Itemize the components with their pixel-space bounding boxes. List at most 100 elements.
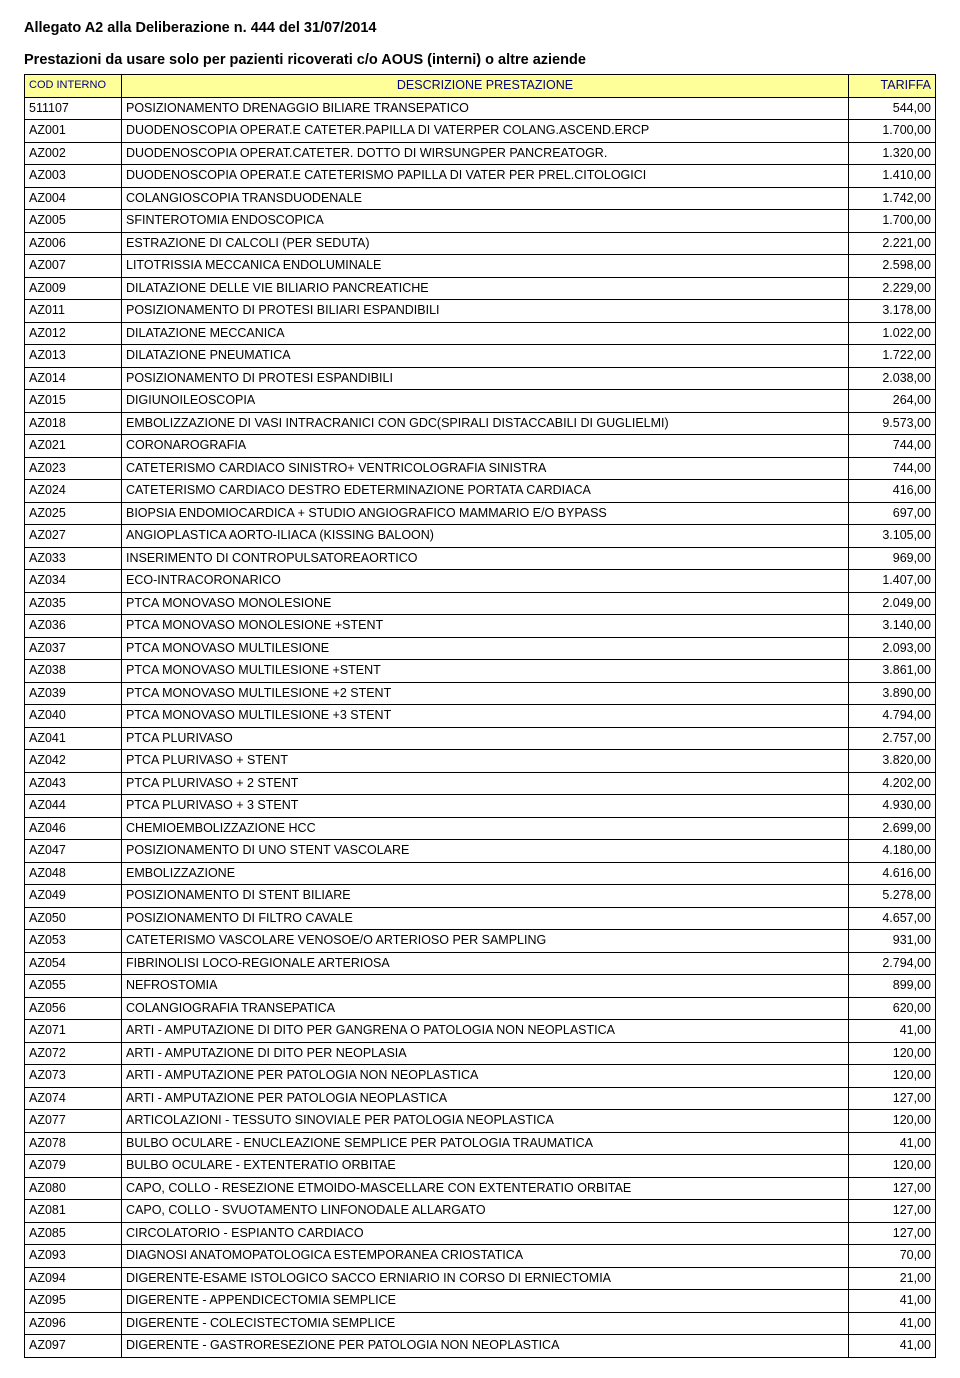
table-row: AZ049POSIZIONAMENTO DI STENT BILIARE5.27…	[25, 885, 936, 908]
cell-desc: PTCA MONOVASO MULTILESIONE +3 STENT	[122, 705, 849, 728]
cell-desc: PTCA MONOVASO MULTILESIONE +2 STENT	[122, 682, 849, 705]
table-row: AZ074ARTI - AMPUTAZIONE PER PATOLOGIA NE…	[25, 1087, 936, 1110]
table-row: AZ011POSIZIONAMENTO DI PROTESI BILIARI E…	[25, 300, 936, 323]
cell-desc: DUODENOSCOPIA OPERAT.E CATETER.PAPILLA D…	[122, 120, 849, 143]
table-row: AZ036PTCA MONOVASO MONOLESIONE +STENT3.1…	[25, 615, 936, 638]
cell-desc: DUODENOSCOPIA OPERAT.E CATETERISMO PAPIL…	[122, 165, 849, 188]
table-row: AZ050POSIZIONAMENTO DI FILTRO CAVALE4.65…	[25, 907, 936, 930]
cell-tariffa: 41,00	[849, 1290, 936, 1313]
cell-cod: AZ009	[25, 277, 122, 300]
cell-desc: POSIZIONAMENTO DI STENT BILIARE	[122, 885, 849, 908]
cell-cod: AZ049	[25, 885, 122, 908]
cell-tariffa: 41,00	[849, 1132, 936, 1155]
cell-tariffa: 127,00	[849, 1087, 936, 1110]
cell-desc: LITOTRISSIA MECCANICA ENDOLUMINALE	[122, 255, 849, 278]
cell-tariffa: 2.049,00	[849, 592, 936, 615]
cell-cod: AZ054	[25, 952, 122, 975]
cell-tariffa: 127,00	[849, 1222, 936, 1245]
cell-cod: AZ044	[25, 795, 122, 818]
cell-desc: ARTI - AMPUTAZIONE DI DITO PER GANGRENA …	[122, 1020, 849, 1043]
cell-desc: POSIZIONAMENTO DI PROTESI ESPANDIBILI	[122, 367, 849, 390]
table-row: AZ018EMBOLIZZAZIONE DI VASI INTRACRANICI…	[25, 412, 936, 435]
cell-cod: AZ002	[25, 142, 122, 165]
cell-cod: AZ096	[25, 1312, 122, 1335]
cell-cod: AZ077	[25, 1110, 122, 1133]
cell-tariffa: 2.038,00	[849, 367, 936, 390]
table-row: AZ046CHEMIOEMBOLIZZAZIONE HCC2.699,00	[25, 817, 936, 840]
cell-cod: AZ004	[25, 187, 122, 210]
cell-desc: ARTI - AMPUTAZIONE PER PATOLOGIA NON NEO…	[122, 1065, 849, 1088]
cell-tariffa: 1.700,00	[849, 120, 936, 143]
table-row: AZ027ANGIOPLASTICA AORTO-ILIACA (KISSING…	[25, 525, 936, 548]
cell-cod: AZ081	[25, 1200, 122, 1223]
table-row: AZ096DIGERENTE - COLECISTECTOMIA SEMPLIC…	[25, 1312, 936, 1335]
cell-desc: DILATAZIONE PNEUMATICA	[122, 345, 849, 368]
cell-desc: COLANGIOSCOPIA TRANSDUODENALE	[122, 187, 849, 210]
cell-cod: AZ094	[25, 1267, 122, 1290]
cell-cod: AZ035	[25, 592, 122, 615]
cell-cod: AZ048	[25, 862, 122, 885]
table-row: AZ033INSERIMENTO DI CONTROPULSATOREAORTI…	[25, 547, 936, 570]
cell-desc: ARTI - AMPUTAZIONE DI DITO PER NEOPLASIA	[122, 1042, 849, 1065]
cell-desc: PTCA PLURIVASO	[122, 727, 849, 750]
table-row: AZ054FIBRINOLISI LOCO-REGIONALE ARTERIOS…	[25, 952, 936, 975]
table-row: AZ043PTCA PLURIVASO + 2 STENT4.202,00	[25, 772, 936, 795]
cell-tariffa: 2.229,00	[849, 277, 936, 300]
cell-tariffa: 127,00	[849, 1177, 936, 1200]
cell-desc: POSIZIONAMENTO DI UNO STENT VASCOLARE	[122, 840, 849, 863]
table-row: AZ085CIRCOLATORIO - ESPIANTO CARDIACO127…	[25, 1222, 936, 1245]
table-row: AZ093DIAGNOSI ANATOMOPATOLOGICA ESTEMPOR…	[25, 1245, 936, 1268]
table-row: AZ035PTCA MONOVASO MONOLESIONE2.049,00	[25, 592, 936, 615]
cell-desc: PTCA MONOVASO MULTILESIONE +STENT	[122, 660, 849, 683]
table-row: AZ038PTCA MONOVASO MULTILESIONE +STENT3.…	[25, 660, 936, 683]
cell-tariffa: 3.140,00	[849, 615, 936, 638]
table-row: AZ042PTCA PLURIVASO + STENT3.820,00	[25, 750, 936, 773]
cell-tariffa: 416,00	[849, 480, 936, 503]
cell-cod: AZ041	[25, 727, 122, 750]
table-row: AZ056COLANGIOGRAFIA TRANSEPATICA620,00	[25, 997, 936, 1020]
cell-tariffa: 697,00	[849, 502, 936, 525]
cell-desc: NEFROSTOMIA	[122, 975, 849, 998]
cell-desc: CATETERISMO VASCOLARE VENOSOE/O ARTERIOS…	[122, 930, 849, 953]
cell-desc: CAPO, COLLO - SVUOTAMENTO LINFONODALE AL…	[122, 1200, 849, 1223]
cell-cod: AZ072	[25, 1042, 122, 1065]
cell-cod: AZ040	[25, 705, 122, 728]
table-row: AZ077ARTICOLAZIONI - TESSUTO SINOVIALE P…	[25, 1110, 936, 1133]
table-row: AZ081CAPO, COLLO - SVUOTAMENTO LINFONODA…	[25, 1200, 936, 1223]
cell-desc: DILATAZIONE DELLE VIE BILIARIO PANCREATI…	[122, 277, 849, 300]
cell-cod: AZ093	[25, 1245, 122, 1268]
cell-tariffa: 899,00	[849, 975, 936, 998]
table-row: AZ094DIGERENTE-ESAME ISTOLOGICO SACCO ER…	[25, 1267, 936, 1290]
table-row: AZ003DUODENOSCOPIA OPERAT.E CATETERISMO …	[25, 165, 936, 188]
cell-desc: DIGIUNOILEOSCOPIA	[122, 390, 849, 413]
cell-desc: POSIZIONAMENTO DI PROTESI BILIARI ESPAND…	[122, 300, 849, 323]
cell-tariffa: 3.861,00	[849, 660, 936, 683]
cell-tariffa: 1.320,00	[849, 142, 936, 165]
cell-tariffa: 4.930,00	[849, 795, 936, 818]
cell-tariffa: 4.657,00	[849, 907, 936, 930]
cell-desc: DIGERENTE - GASTRORESEZIONE PER PATOLOGI…	[122, 1335, 849, 1358]
cell-tariffa: 3.105,00	[849, 525, 936, 548]
cell-desc: BULBO OCULARE - ENUCLEAZIONE SEMPLICE PE…	[122, 1132, 849, 1155]
cell-desc: DUODENOSCOPIA OPERAT.CATETER. DOTTO DI W…	[122, 142, 849, 165]
cell-cod: AZ046	[25, 817, 122, 840]
cell-desc: ARTI - AMPUTAZIONE PER PATOLOGIA NEOPLAS…	[122, 1087, 849, 1110]
table-row: AZ012DILATAZIONE MECCANICA1.022,00	[25, 322, 936, 345]
cell-cod: AZ079	[25, 1155, 122, 1178]
col-cod-interno: COD INTERNO	[25, 75, 122, 98]
cell-desc: PTCA MONOVASO MULTILESIONE	[122, 637, 849, 660]
cell-cod: AZ025	[25, 502, 122, 525]
cell-desc: CHEMIOEMBOLIZZAZIONE HCC	[122, 817, 849, 840]
cell-desc: ESTRAZIONE DI CALCOLI (PER SEDUTA)	[122, 232, 849, 255]
cell-cod: AZ095	[25, 1290, 122, 1313]
cell-desc: PTCA PLURIVASO + 2 STENT	[122, 772, 849, 795]
cell-cod: AZ036	[25, 615, 122, 638]
table-row: AZ072ARTI - AMPUTAZIONE DI DITO PER NEOP…	[25, 1042, 936, 1065]
cell-cod: AZ078	[25, 1132, 122, 1155]
cell-cod: AZ097	[25, 1335, 122, 1358]
table-row: AZ009DILATAZIONE DELLE VIE BILIARIO PANC…	[25, 277, 936, 300]
cell-desc: FIBRINOLISI LOCO-REGIONALE ARTERIOSA	[122, 952, 849, 975]
cell-tariffa: 41,00	[849, 1335, 936, 1358]
cell-tariffa: 3.890,00	[849, 682, 936, 705]
cell-tariffa: 4.202,00	[849, 772, 936, 795]
